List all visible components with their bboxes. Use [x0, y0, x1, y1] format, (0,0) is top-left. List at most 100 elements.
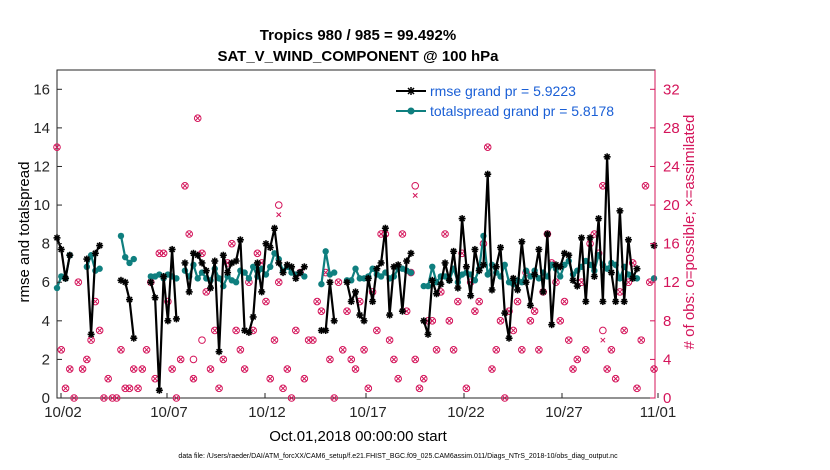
obs-assimilated-marker	[280, 385, 286, 391]
obs-possible-marker	[628, 259, 637, 267]
legend-spread-label: totalspread grand pr = 5.8178	[430, 103, 614, 119]
obs-assimilated-marker	[340, 347, 346, 353]
obs-assimilated-marker	[105, 376, 111, 382]
obs-possible-marker	[513, 297, 522, 306]
obs-assimilated-marker	[412, 356, 418, 362]
obs-assimilated-marker	[510, 327, 516, 334]
rmse-point	[83, 255, 91, 263]
obs-assimilated-marker	[314, 298, 320, 305]
obs-possible-marker	[569, 365, 577, 373]
obs-assimilated-marker	[118, 347, 124, 353]
rmse-point	[475, 267, 483, 275]
rmse-point	[407, 249, 415, 257]
rmse-point	[624, 236, 632, 244]
spread-point	[267, 263, 274, 270]
y2-tick-label: 4	[663, 351, 671, 368]
obs-assimilated-marker	[361, 347, 367, 353]
obs-assimilated-marker	[335, 279, 342, 285]
obs-assimilated-marker	[391, 356, 397, 362]
obs-possible-marker	[74, 278, 83, 287]
spread-point	[650, 275, 658, 282]
obs-possible-marker	[492, 345, 501, 354]
obs-assimilated-marker	[421, 376, 427, 382]
obs-assimilated-marker	[404, 308, 410, 314]
obs-possible-marker	[441, 230, 449, 238]
rmse-point	[607, 269, 615, 277]
rmse-point	[352, 288, 360, 296]
rmse-point	[556, 263, 564, 271]
x-tick-label: 10/27	[545, 404, 583, 421]
obs-possible-marker	[262, 297, 270, 306]
spread-point	[377, 273, 385, 280]
rmse-point	[403, 257, 411, 265]
obs-assimilated-marker	[216, 385, 222, 391]
obs-possible-marker	[488, 365, 496, 373]
obs-assimilated-marker	[387, 337, 393, 343]
obs-possible-marker	[300, 374, 309, 383]
rmse-point	[471, 245, 479, 253]
rmse-point	[543, 230, 551, 238]
obs-assimilated-marker	[126, 385, 133, 391]
obs-assimilated-marker	[561, 298, 568, 305]
x-axis-label: Oct.01,2018 00:00:00 start	[269, 428, 447, 445]
rmse-point	[398, 307, 406, 315]
obs-assimilated-marker	[220, 356, 226, 362]
obs-possible-marker	[415, 384, 424, 393]
spread-point	[96, 265, 103, 272]
obs-possible-marker	[338, 345, 347, 354]
rmse-point	[582, 298, 590, 306]
obs-possible-marker	[283, 365, 292, 373]
obs-possible-marker	[159, 249, 168, 258]
obs-assimilated-marker	[557, 318, 563, 324]
obs-assimilated-marker	[617, 289, 623, 295]
rmse-point	[373, 265, 381, 273]
rmse-point	[62, 274, 70, 282]
rmse-point	[526, 301, 534, 309]
obs-assimilated-marker	[625, 279, 632, 285]
rmse-point	[202, 267, 210, 275]
obs-possible-marker	[633, 384, 641, 393]
rmse-point	[420, 317, 428, 325]
obs-assimilated-marker	[651, 366, 657, 372]
obs-possible-marker	[193, 114, 202, 123]
obs-assimilated-marker	[276, 212, 282, 218]
rmse-point	[249, 313, 257, 321]
obs-assimilated-marker	[570, 366, 576, 372]
obs-possible-marker	[104, 374, 112, 383]
rmse-line	[345, 227, 412, 322]
rmse-point	[386, 311, 394, 319]
obs-possible-marker	[496, 317, 505, 325]
rmse-point	[364, 274, 372, 282]
obs-assimilated-marker	[451, 347, 457, 353]
rmse-point	[505, 334, 513, 342]
obs-possible-marker	[556, 317, 565, 325]
rmse-point	[612, 298, 620, 306]
rmse-point	[66, 251, 74, 259]
spread-point	[130, 255, 137, 263]
obs-assimilated-marker	[203, 289, 209, 295]
obs-possible-marker	[279, 384, 287, 393]
rmse-point	[211, 257, 219, 265]
obs-assimilated-marker	[135, 385, 141, 391]
rmse-point	[586, 234, 594, 242]
obs-possible-marker	[274, 201, 283, 209]
obs-assimilated-marker	[101, 395, 107, 401]
rmse-point	[633, 265, 641, 273]
obs-possible-marker	[108, 394, 117, 402]
obs-possible-marker	[134, 384, 142, 393]
rmse-point	[215, 348, 223, 356]
x-tick-label: 11/01	[640, 404, 676, 421]
obs-possible-marker	[419, 374, 428, 383]
obs-assimilated-marker	[169, 366, 175, 372]
rmse-point	[573, 282, 581, 290]
obs-possible-marker	[432, 345, 441, 354]
obs-possible-marker	[181, 181, 189, 190]
obs-possible-marker	[78, 365, 87, 373]
rmse-point	[168, 245, 176, 253]
rmse-point	[322, 326, 330, 334]
obs-possible-marker	[535, 345, 543, 354]
rmse-point	[288, 263, 296, 271]
rmse-point	[232, 257, 240, 265]
obs-assimilated-marker	[242, 366, 248, 372]
obs-possible-marker	[611, 374, 620, 383]
